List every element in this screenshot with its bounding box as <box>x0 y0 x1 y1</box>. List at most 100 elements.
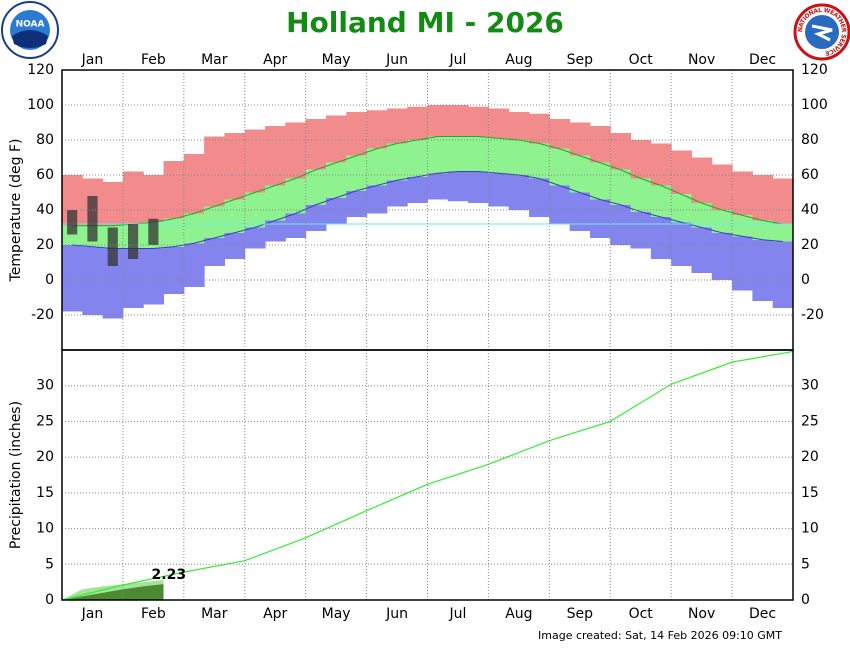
month-label: Mar <box>201 606 228 622</box>
month-label: Oct <box>629 52 654 68</box>
normal-range-bar <box>691 203 713 228</box>
observed-bar <box>148 218 159 245</box>
normal-range-bar <box>224 199 246 233</box>
record-high-bar <box>549 119 571 149</box>
y-tick-label: 60 <box>36 167 54 183</box>
record-high-bar <box>265 126 286 186</box>
record-low-bar <box>549 185 571 224</box>
record-low-bar <box>82 246 104 315</box>
y-tick-label-right: 40 <box>801 202 819 218</box>
panel-frame <box>61 349 794 601</box>
y-tick-label: 30 <box>36 378 54 394</box>
record-high-bar <box>488 108 510 139</box>
y-tick-label: 15 <box>36 485 54 501</box>
record-low-bar <box>325 197 347 224</box>
record-low-bar <box>427 173 449 200</box>
record-low-bar <box>183 243 205 287</box>
normal-range-bar <box>285 178 307 214</box>
normal-range-bar <box>752 220 774 240</box>
record-low-bar <box>732 236 753 291</box>
y-tick-label-right: 0 <box>801 272 810 288</box>
record-high-bar <box>204 136 225 207</box>
observed-bar <box>127 224 139 259</box>
record-low-bar <box>122 248 144 308</box>
record-high-bar <box>366 110 388 149</box>
y-tick-label-right: 15 <box>801 485 819 501</box>
normal-range-bar <box>163 218 185 247</box>
normal-range-bar <box>488 138 510 174</box>
record-high-bar <box>468 106 489 137</box>
record-low-bar <box>529 178 550 217</box>
month-label: Sep <box>567 606 594 622</box>
record-high-bar <box>772 178 794 224</box>
observed-area <box>62 584 164 600</box>
record-low-bar <box>447 171 469 202</box>
y-tick-label: 0 <box>45 592 54 608</box>
record-low-bar <box>265 220 286 242</box>
month-label: Mar <box>201 52 228 68</box>
normal-range-bar <box>407 140 428 177</box>
nws-logo: NATIONAL WEATHER SERVICE <box>793 3 850 61</box>
month-label: Jan <box>81 52 104 68</box>
record-low-bar <box>244 227 266 249</box>
y-tick-label-right: 100 <box>801 97 828 113</box>
record-low-bar <box>366 185 388 214</box>
record-high-bar <box>569 122 591 156</box>
record-high-bar <box>671 150 692 195</box>
month-label: Jun <box>385 606 408 622</box>
y-axis-label: Precipitation (inches) <box>8 401 24 549</box>
month-label: Nov <box>688 606 715 622</box>
normal-range-bar <box>305 169 327 205</box>
footer: Image created: Sat, 14 Feb 2026 09:10 GM… <box>538 629 782 642</box>
y-tick-label-right: 25 <box>801 413 819 429</box>
label-layer: Jan Jan Feb Feb Mar Mar Apr Apr May May Jun Jun Jul J… <box>27 52 827 622</box>
y-tick-label-right: 80 <box>801 132 819 148</box>
chart-title: Holland MI - 2026 <box>286 6 564 39</box>
normal-range-bar <box>427 136 449 174</box>
record-low-bar <box>407 176 428 203</box>
month-label: Dec <box>749 52 776 68</box>
normal-range-bar <box>589 162 611 200</box>
y-tick-label: 0 <box>45 272 54 288</box>
y-tick-label: 80 <box>36 132 54 148</box>
record-low-bar <box>468 171 489 203</box>
record-low-bar <box>650 217 672 259</box>
y-tick-label: 120 <box>27 62 54 78</box>
plot-layer <box>61 105 794 601</box>
normal-range-bar <box>447 136 469 172</box>
month-label: Feb <box>141 52 166 68</box>
month-label: Jun <box>385 52 408 68</box>
month-label: Sep <box>567 52 594 68</box>
month-label: May <box>322 52 351 68</box>
normal-range-bar <box>244 192 266 228</box>
record-high-bar <box>325 115 347 163</box>
record-high-bar <box>407 106 428 140</box>
record-high-bar <box>122 171 144 224</box>
normal-range-bar <box>529 143 550 179</box>
record-high-bar <box>529 113 550 144</box>
month-label: Aug <box>505 52 532 68</box>
record-low-bar <box>62 245 83 312</box>
record-high-bar <box>244 129 266 193</box>
month-label: Jan <box>81 606 104 622</box>
normal-range-bar <box>732 215 753 237</box>
record-low-bar <box>589 199 611 238</box>
record-high-bar <box>285 122 307 179</box>
noaa-text: NOAA <box>16 20 45 30</box>
observed-total-label: 2.23 <box>152 567 187 583</box>
record-low-bar <box>224 232 246 259</box>
record-high-bar <box>427 105 449 137</box>
y-tick-label: 40 <box>36 202 54 218</box>
record-low-bar <box>285 213 307 238</box>
y-tick-label-right: 20 <box>801 237 819 253</box>
normal-range-bar <box>569 155 591 193</box>
normal-range-bar <box>386 143 408 181</box>
month-label: Apr <box>263 52 287 68</box>
normal-range-bar <box>468 136 489 172</box>
record-high-bar <box>305 119 327 170</box>
record-low-bar <box>610 204 632 245</box>
month-label: Jul <box>449 606 467 622</box>
record-high-bar <box>102 182 124 226</box>
record-high-bar <box>447 105 469 137</box>
